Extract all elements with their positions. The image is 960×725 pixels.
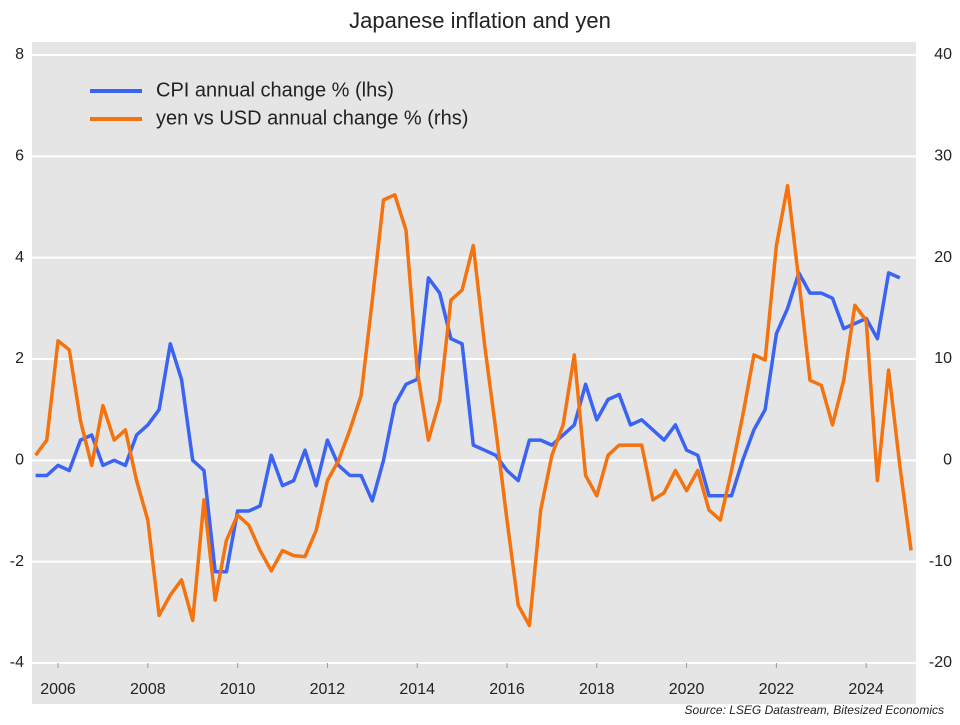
legend-label: CPI annual change % (lhs) [156,79,394,101]
y2-tick-label: -10 [929,553,952,570]
x-tick-label: 2008 [130,681,166,698]
y-tick-label: 6 [15,148,24,165]
data-line [35,271,901,574]
x-tick-label: 2012 [310,681,346,698]
x-tick-label: 2024 [848,681,884,698]
data-line [34,183,913,628]
x-tick-label: 2020 [669,681,705,698]
y-tick-label: 0 [15,452,24,469]
y2-tick-label: 0 [943,452,952,469]
y2-tick-label: 10 [934,350,952,367]
x-tick-label: 2016 [489,681,525,698]
y2-tick-label: 20 [934,249,952,266]
y2-tick-label: -20 [929,654,952,671]
x-tick-label: 2018 [579,681,615,698]
x-tick-label: 2006 [40,681,76,698]
y-tick-label: -2 [10,553,24,570]
y-tick-label: -4 [10,654,24,671]
x-tick-label: 2014 [399,681,435,698]
y2-tick-label: 40 [934,46,952,63]
y-tick-label: 4 [15,249,24,266]
chart-title: Japanese inflation and yen [349,8,611,33]
y2-tick-label: 30 [934,148,952,165]
source-note: Source: LSEG Datastream, Bitesized Econo… [685,703,944,717]
legend-label: yen vs USD annual change % (rhs) [156,107,468,129]
x-tick-label: 2022 [759,681,795,698]
y-tick-label: 2 [15,350,24,367]
y-tick-label: 8 [15,46,24,63]
x-tick-label: 2010 [220,681,256,698]
